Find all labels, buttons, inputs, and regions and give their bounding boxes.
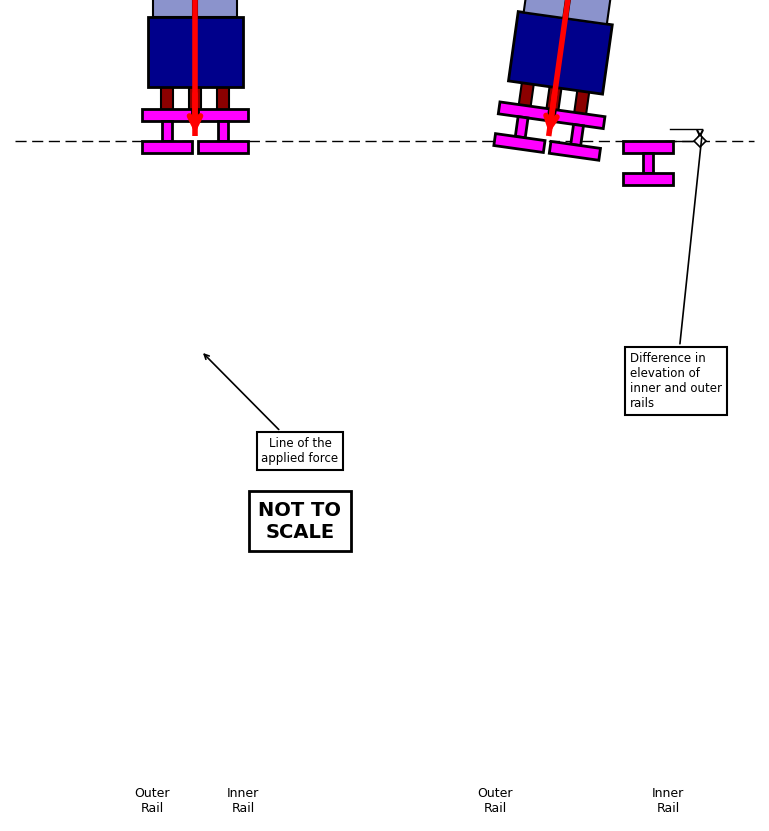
Polygon shape <box>508 12 612 94</box>
Text: Outer
Rail: Outer Rail <box>135 787 170 815</box>
Polygon shape <box>574 89 590 118</box>
Polygon shape <box>568 0 622 24</box>
Text: Line of the
applied force: Line of the applied force <box>205 354 338 465</box>
Polygon shape <box>623 141 673 153</box>
Polygon shape <box>524 0 578 18</box>
Polygon shape <box>142 141 192 153</box>
Text: Outer
Rail: Outer Rail <box>478 787 513 815</box>
Polygon shape <box>161 85 173 113</box>
Polygon shape <box>153 0 193 17</box>
Polygon shape <box>515 116 528 138</box>
Polygon shape <box>494 134 545 152</box>
Text: Difference in
elevation of
inner and outer
rails: Difference in elevation of inner and out… <box>630 138 722 410</box>
Polygon shape <box>571 125 584 145</box>
Polygon shape <box>498 102 550 120</box>
Polygon shape <box>189 85 201 113</box>
Polygon shape <box>643 153 653 173</box>
Polygon shape <box>518 81 534 111</box>
Polygon shape <box>623 173 673 185</box>
Polygon shape <box>198 109 248 121</box>
Polygon shape <box>218 121 228 141</box>
Polygon shape <box>198 141 248 153</box>
Text: NOT TO
SCALE: NOT TO SCALE <box>258 500 341 542</box>
Polygon shape <box>217 85 229 113</box>
Text: Inner
Rail: Inner Rail <box>227 787 259 815</box>
Polygon shape <box>148 17 242 87</box>
Polygon shape <box>197 0 237 17</box>
Polygon shape <box>142 109 192 121</box>
Polygon shape <box>549 141 601 160</box>
Polygon shape <box>162 121 172 141</box>
Polygon shape <box>554 110 605 129</box>
Polygon shape <box>546 85 561 114</box>
Text: Inner
Rail: Inner Rail <box>652 787 684 815</box>
